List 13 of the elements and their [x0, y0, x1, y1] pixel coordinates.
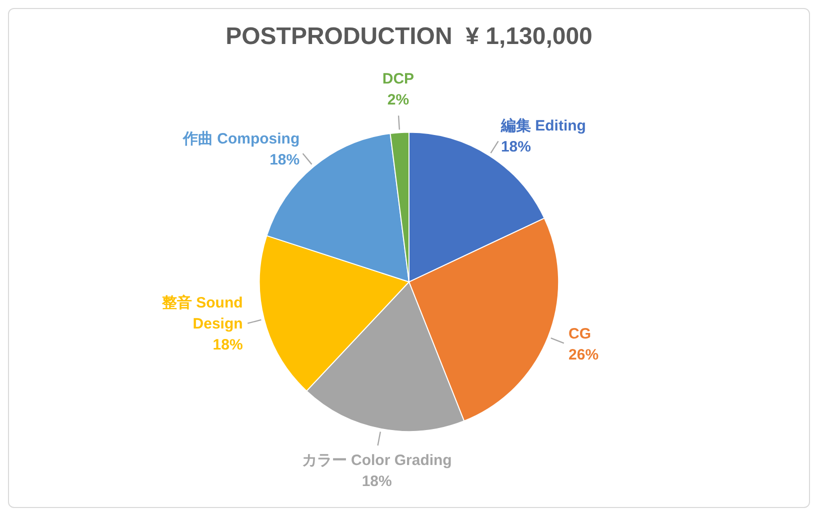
slice-label: 作曲 Composing — [182, 130, 300, 148]
slice-label: 編集 Editing — [500, 118, 586, 135]
slice-label: CG — [568, 326, 592, 343]
data-label: 18% — [270, 151, 300, 168]
data-label: 18% — [500, 138, 531, 156]
slice-label: カラー Color Grading — [302, 452, 452, 470]
data-label: 2% — [387, 91, 410, 108]
slice-label: 整音 Sound Design — [160, 294, 243, 333]
chart-title: POSTPRODUCTION ¥ 1,130,000 — [226, 23, 592, 50]
data-label: 18% — [212, 336, 243, 354]
slice-label: DCP — [382, 70, 414, 88]
data-label: 18% — [362, 473, 392, 490]
data-label: 26% — [568, 346, 599, 364]
